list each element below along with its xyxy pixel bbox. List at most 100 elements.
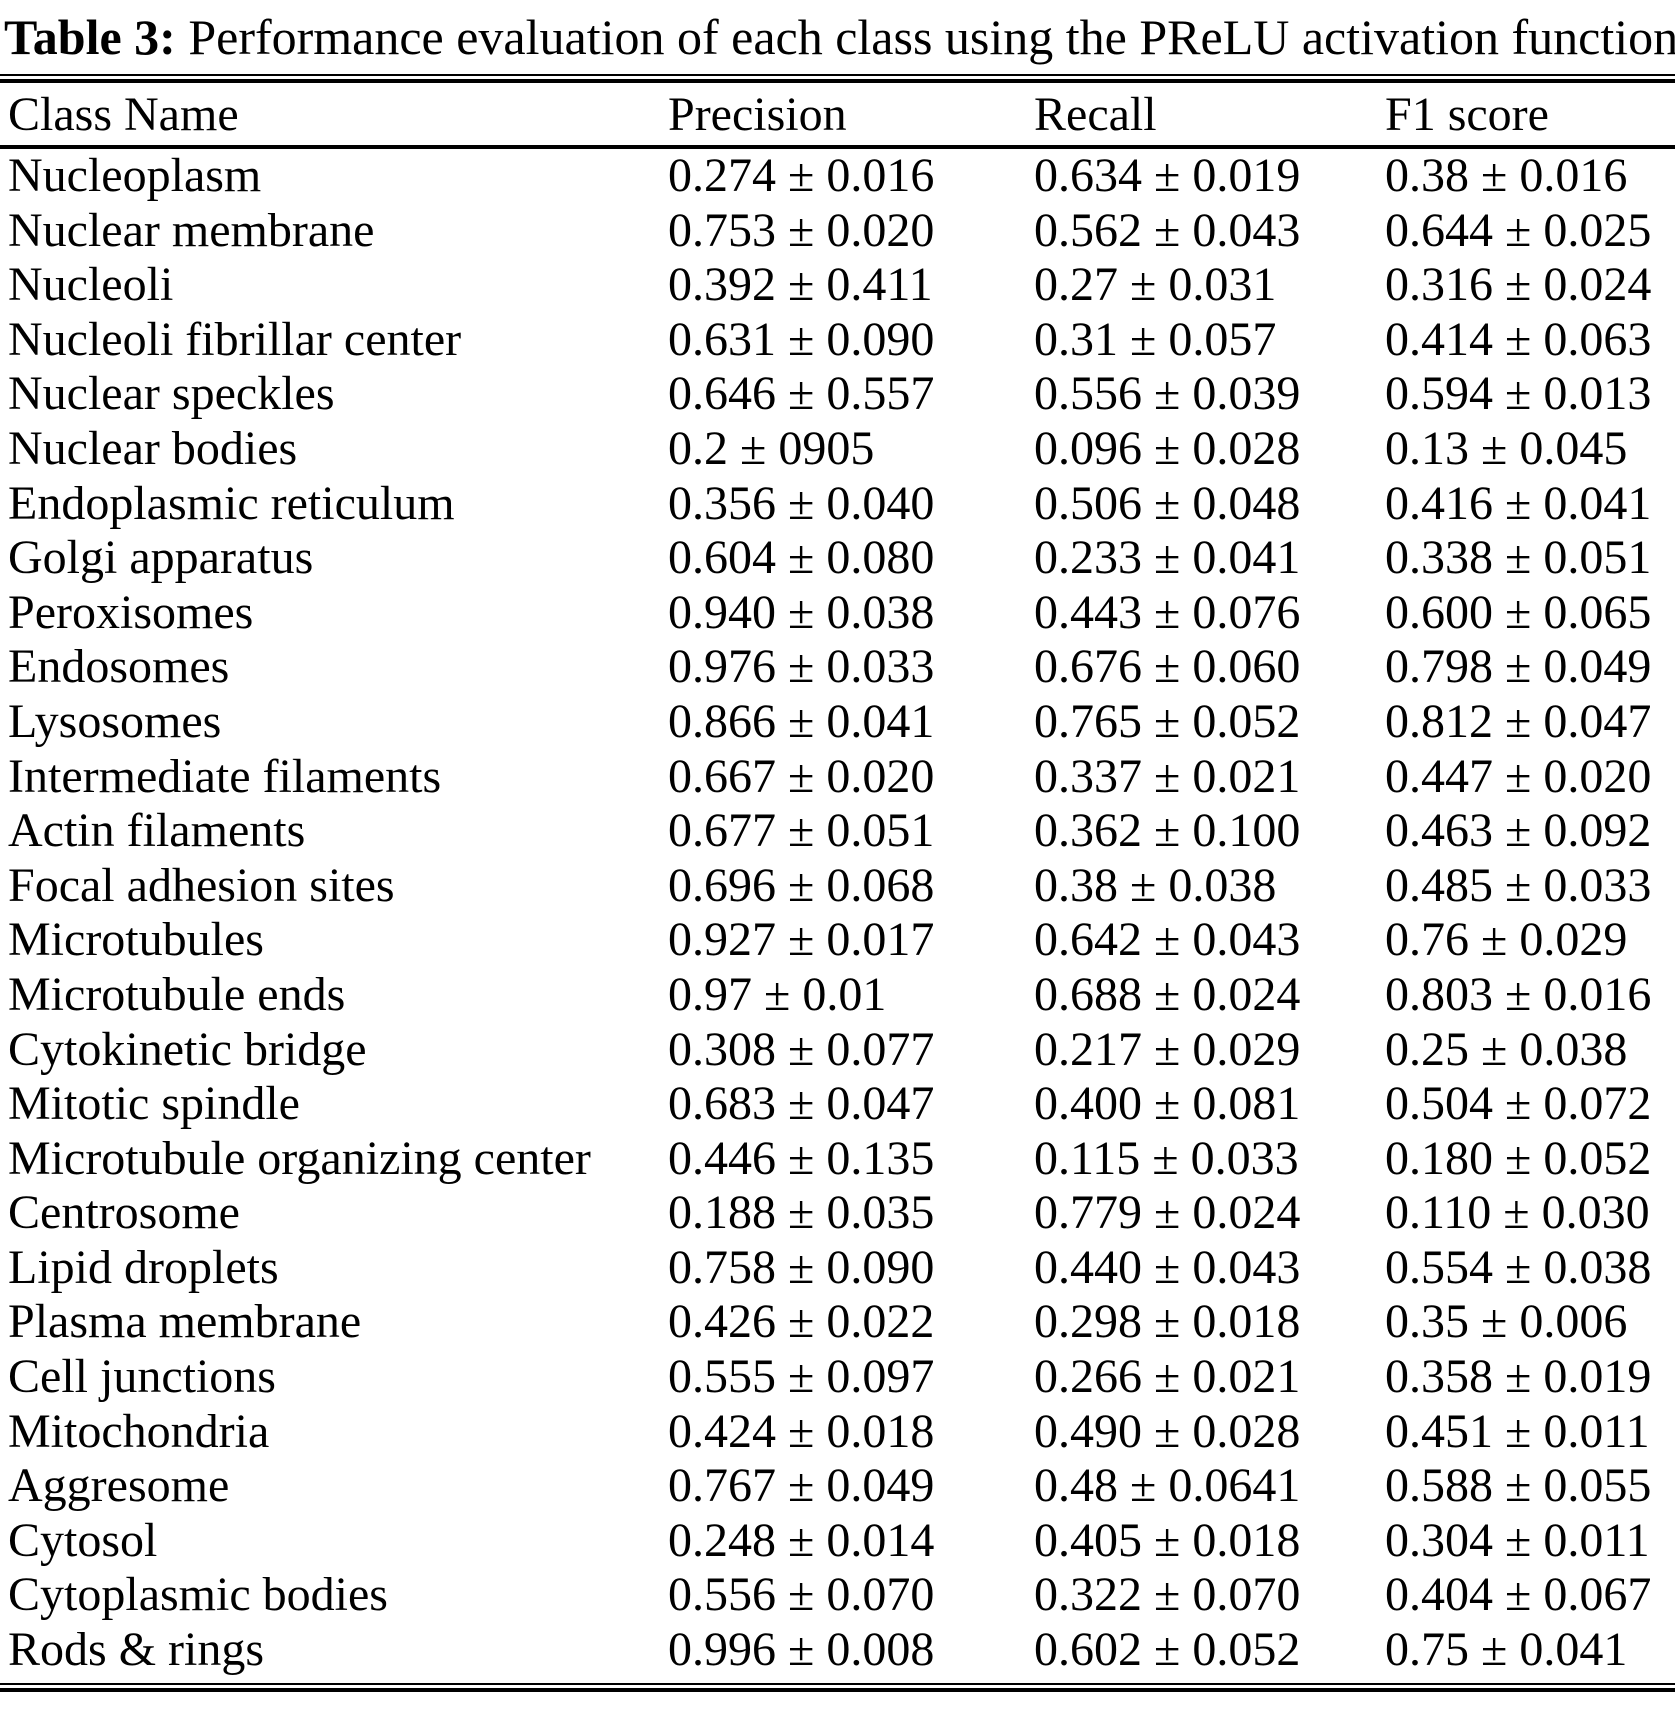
table-row: Microtubule organizing center 0.446 ± 0.1… [0, 1132, 1675, 1187]
f1-cell: 0.35 ± 0.006 [1385, 1295, 1628, 1349]
recall-cell: 0.405 ± 0.018 [1034, 1513, 1301, 1567]
recall-cell: 0.779 ± 0.024 [1034, 1186, 1301, 1240]
table-row: Actin filaments 0.677 ± 0.051 0.362 ± 0.10… [0, 804, 1675, 859]
f1-cell: 0.358 ± 0.019 [1385, 1350, 1652, 1404]
precision-cell: 0.274 ± 0.016 [668, 149, 935, 202]
table-row: Peroxisomes 0.940 ± 0.038 0.443 ± 0.076 0.6… [0, 586, 1675, 641]
table-row: Rods & rings 0.996 ± 0.008 0.602 ± 0.052 0.… [0, 1623, 1675, 1678]
table-row: Mitotic spindle 0.683 ± 0.047 0.400 ± 0.08… [0, 1077, 1675, 1132]
precision-cell: 0.604 ± 0.080 [668, 531, 935, 585]
precision-cell: 0.646 ± 0.557 [668, 367, 935, 421]
class-name-cell: Rods & rings [8, 1623, 265, 1677]
f1-cell: 0.316 ± 0.024 [1385, 258, 1652, 312]
table-row: Endosomes 0.976 ± 0.033 0.676 ± 0.060 0.798… [0, 640, 1675, 695]
table-row: Cytoplasmic bodies 0.556 ± 0.070 0.322 ± 0… [0, 1568, 1675, 1623]
top-rule-thick-line [0, 79, 1675, 83]
table-row: Microtubule ends 0.97 ± 0.01 0.688 ± 0.024… [0, 968, 1675, 1023]
f1-cell: 0.485 ± 0.033 [1385, 858, 1652, 912]
recall-cell: 0.556 ± 0.039 [1034, 367, 1301, 421]
f1-cell: 0.451 ± 0.011 [1385, 1404, 1650, 1458]
f1-cell: 0.304 ± 0.011 [1385, 1513, 1650, 1567]
recall-cell: 0.337 ± 0.021 [1034, 749, 1301, 803]
recall-cell: 0.688 ± 0.024 [1034, 967, 1301, 1021]
table-row: Cytokinetic bridge 0.308 ± 0.077 0.217 ± 0… [0, 1023, 1675, 1078]
f1-cell: 0.75 ± 0.041 [1385, 1623, 1628, 1677]
class-name-cell: Microtubules [8, 913, 264, 967]
precision-cell: 0.188 ± 0.035 [668, 1186, 935, 1240]
recall-cell: 0.115 ± 0.033 [1034, 1131, 1299, 1185]
f1-cell: 0.414 ± 0.063 [1385, 312, 1652, 366]
class-name-cell: Cytoplasmic bodies [8, 1568, 388, 1622]
precision-cell: 0.696 ± 0.068 [668, 858, 935, 912]
col-header-recall: Recall [1034, 83, 1385, 149]
recall-cell: 0.400 ± 0.081 [1034, 1077, 1301, 1131]
f1-cell: 0.13 ± 0.045 [1385, 421, 1628, 475]
recall-cell: 0.48 ± 0.0641 [1034, 1459, 1301, 1513]
recall-cell: 0.096 ± 0.028 [1034, 421, 1301, 475]
recall-cell: 0.562 ± 0.043 [1034, 203, 1301, 257]
class-name-cell: Endoplasmic reticulum [8, 476, 455, 530]
page-title: Table 3: Performance evaluation of each … [4, 6, 1675, 68]
f1-cell: 0.416 ± 0.041 [1385, 476, 1652, 530]
recall-cell: 0.602 ± 0.052 [1034, 1623, 1301, 1677]
table-row: Intermediate filaments 0.667 ± 0.020 0.337… [0, 750, 1675, 805]
recall-cell: 0.31 ± 0.057 [1034, 312, 1277, 366]
f1-cell: 0.644 ± 0.025 [1385, 203, 1652, 257]
precision-cell: 0.976 ± 0.033 [668, 640, 935, 694]
class-name-cell: Nuclear speckles [8, 367, 335, 421]
recall-cell: 0.440 ± 0.043 [1034, 1240, 1301, 1294]
recall-cell: 0.443 ± 0.076 [1034, 585, 1301, 639]
f1-cell: 0.803 ± 0.016 [1385, 967, 1652, 1021]
f1-cell: 0.38 ± 0.016 [1385, 149, 1628, 202]
header-row: Class Name Precision Recall F1 score [0, 83, 1675, 149]
table-row: Nucleoli fibrillar center 0.631 ± 0.090 0.… [0, 313, 1675, 368]
table-row: Nuclear bodies 0.2 ± 0905 0.096 ± 0.028 0.1… [0, 422, 1675, 477]
precision-cell: 0.667 ± 0.020 [668, 749, 935, 803]
precision-cell: 0.631 ± 0.090 [668, 312, 935, 366]
class-name-cell: Microtubule ends [8, 967, 346, 1021]
recall-cell: 0.634 ± 0.019 [1034, 149, 1301, 202]
class-name-cell: Aggresome [8, 1459, 230, 1513]
table-row: Plasma membrane 0.426 ± 0.022 0.298 ± 0.01… [0, 1295, 1675, 1350]
table-row: Centrosome 0.188 ± 0.035 0.779 ± 0.024 0.11… [0, 1186, 1675, 1241]
col-header-precision: Precision [668, 83, 1034, 149]
f1-cell: 0.447 ± 0.020 [1385, 749, 1652, 803]
recall-cell: 0.266 ± 0.021 [1034, 1350, 1301, 1404]
class-name-cell: Nucleoli [8, 258, 174, 312]
table-row: Nuclear membrane 0.753 ± 0.020 0.562 ± 0.0… [0, 204, 1675, 259]
bottom-rule-thick-line [0, 1687, 1675, 1692]
precision-cell: 0.426 ± 0.022 [668, 1295, 935, 1349]
f1-cell: 0.338 ± 0.051 [1385, 531, 1652, 585]
precision-cell: 0.424 ± 0.018 [668, 1404, 935, 1458]
class-name-cell: Nuclear bodies [8, 421, 298, 475]
top-rule [0, 74, 1675, 83]
recall-cell: 0.233 ± 0.041 [1034, 531, 1301, 585]
class-name-cell: Lipid droplets [8, 1240, 279, 1294]
table-number-label: Table 3: [4, 9, 176, 65]
f1-cell: 0.594 ± 0.013 [1385, 367, 1652, 421]
precision-cell: 0.758 ± 0.090 [668, 1240, 935, 1294]
class-name-cell: Peroxisomes [8, 585, 254, 639]
precision-cell: 0.683 ± 0.047 [668, 1077, 935, 1131]
class-name-cell: Endosomes [8, 640, 230, 694]
table-row: Lipid droplets 0.758 ± 0.090 0.440 ± 0.043… [0, 1241, 1675, 1296]
bottom-rule [0, 1682, 1675, 1692]
recall-cell: 0.765 ± 0.052 [1034, 694, 1301, 748]
f1-cell: 0.76 ± 0.029 [1385, 913, 1628, 967]
table-row: Golgi apparatus 0.604 ± 0.080 0.233 ± 0.04… [0, 531, 1675, 586]
bottom-rule-thin-line [0, 1682, 1675, 1685]
class-name-cell: Centrosome [8, 1186, 240, 1240]
table-row: Cell junctions 0.555 ± 0.097 0.266 ± 0.021… [0, 1350, 1675, 1405]
table-row: Cytosol 0.248 ± 0.014 0.405 ± 0.018 0.304 ±… [0, 1514, 1675, 1569]
class-name-cell: Nuclear membrane [8, 203, 375, 257]
class-name-cell: Cytokinetic bridge [8, 1022, 367, 1076]
table-title-text: Performance evaluation of each class usi… [188, 9, 1675, 65]
class-name-cell: Actin filaments [8, 804, 306, 858]
precision-cell: 0.392 ± 0.411 [668, 258, 933, 312]
recall-cell: 0.676 ± 0.060 [1034, 640, 1301, 694]
recall-cell: 0.38 ± 0.038 [1034, 858, 1277, 912]
precision-cell: 0.308 ± 0.077 [668, 1022, 935, 1076]
precision-cell: 0.866 ± 0.041 [668, 694, 935, 748]
recall-cell: 0.298 ± 0.018 [1034, 1295, 1301, 1349]
table-row: Endoplasmic reticulum 0.356 ± 0.040 0.506 … [0, 477, 1675, 532]
